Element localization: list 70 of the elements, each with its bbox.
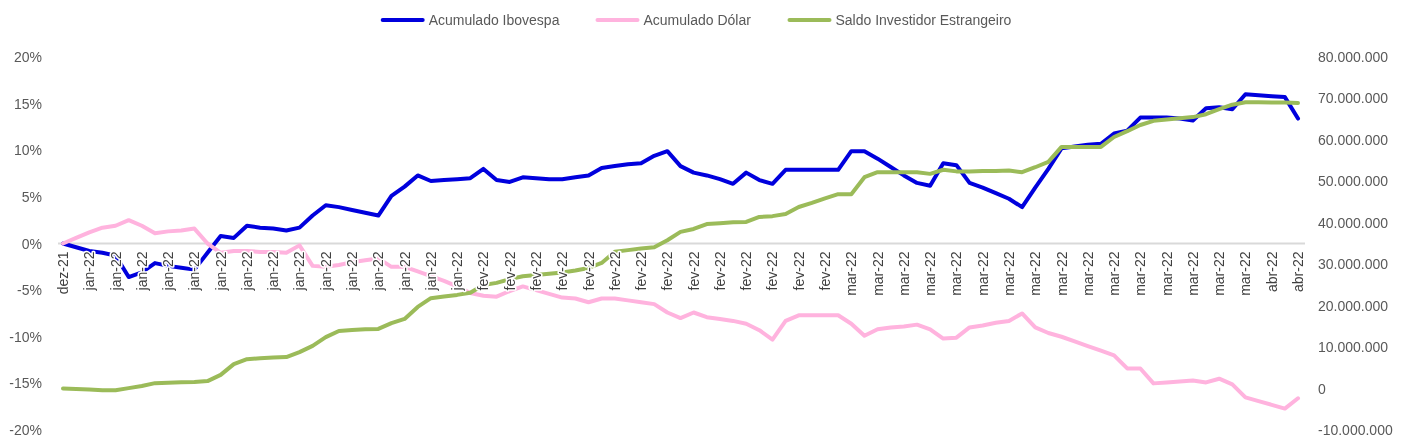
x-tick-label: fev-22 [554,251,571,291]
x-tick-label: fev-22 [738,251,755,291]
x-tick-label: mar-22 [922,251,939,296]
y-tick-label: -20% [9,422,42,437]
x-tick-label: jan-22 [449,251,466,292]
x-tick-label: jan-22 [107,251,124,292]
y-tick-label: -10% [9,328,42,345]
x-tick-label: jan-22 [291,251,308,292]
x-tick-label: fev-22 [633,251,650,291]
x-tick-label: fev-22 [711,251,728,291]
y-tick-label: 20% [13,49,42,65]
x-tick-label: mar-22 [1053,251,1070,296]
x-tick-label: mar-22 [1158,251,1175,296]
x-tick-label: jan-22 [396,251,413,292]
x-tick-label: jan-22 [370,251,387,292]
y-tick-label: 15% [13,95,42,112]
y2-tick-label: 30.000.000 [1318,256,1389,273]
x-tick-label: mar-22 [1000,251,1017,296]
x-tick-label: abr-22 [1263,251,1280,292]
x-tick-label: mar-22 [948,251,965,296]
x-tick-label: mar-22 [1184,251,1201,296]
x-tick-label: mar-22 [1237,251,1254,296]
x-tick-label: jan-22 [160,251,177,292]
x-tick-label: jan-22 [238,251,255,292]
y2-tick-label: 20.000.000 [1318,297,1389,314]
x-tick-label: mar-22 [1027,251,1044,296]
x-tick-label: jan-22 [344,251,361,292]
legend-label: Acumulado Ibovespa [428,12,560,28]
y2-tick-label: 50.000.000 [1318,173,1389,190]
y2-tick-label: 10.000.000 [1318,339,1389,356]
x-tick-label: jan-22 [317,251,334,292]
x-tick-label: fev-22 [606,251,623,291]
x-tick-label: mar-22 [1106,251,1123,296]
x-tick-label: jan-22 [186,251,203,292]
y-tick-label: -15% [9,375,42,392]
x-tick-label: mar-22 [1132,251,1149,296]
x-tick-label: mar-22 [1211,251,1228,296]
legend-label: Saldo Investidor Estrangeiro [835,12,1012,28]
x-tick-label: fev-22 [475,251,492,291]
x-tick-label: jan-22 [265,251,282,292]
x-tick-label: mar-22 [869,251,886,296]
x-tick-label: fev-22 [501,251,518,291]
y-tick-label: 0% [21,235,42,252]
x-tick-label: fev-22 [580,251,597,291]
y2-tick-label: 0 [1318,380,1326,397]
legend-label: Acumulado Dólar [643,12,752,28]
y2-tick-label: 40.000.000 [1318,214,1389,231]
y2-tick-label: 80.000.000 [1318,49,1389,65]
x-tick-label: jan-22 [422,251,439,292]
x-tick-label: mar-22 [1079,251,1096,296]
y2-tick-label: 60.000.000 [1318,131,1389,148]
y-tick-label: -5% [17,282,42,299]
y-tick-label: 5% [21,188,42,205]
x-tick-label: fev-22 [790,251,807,291]
x-tick-label: fev-22 [685,251,702,291]
y2-tick-label: -10.000.000 [1318,422,1393,437]
x-tick-label: mar-22 [895,251,912,296]
x-tick-label: abr-22 [1290,251,1306,292]
x-tick-label: fev-22 [817,251,834,291]
x-tick-label: mar-22 [974,251,991,296]
y2-tick-label: 70.000.000 [1318,90,1389,107]
x-tick-label: jan-22 [133,251,150,292]
y-tick-label: 10% [13,142,42,159]
x-tick-label: dez-21 [55,251,71,295]
x-tick-label: fev-22 [764,251,781,291]
x-tick-label: fev-22 [659,251,676,291]
x-tick-label: jan-22 [81,251,98,292]
x-tick-label: fev-22 [527,251,544,291]
x-tick-label: jan-22 [212,251,229,292]
x-tick-label: mar-22 [843,251,860,296]
